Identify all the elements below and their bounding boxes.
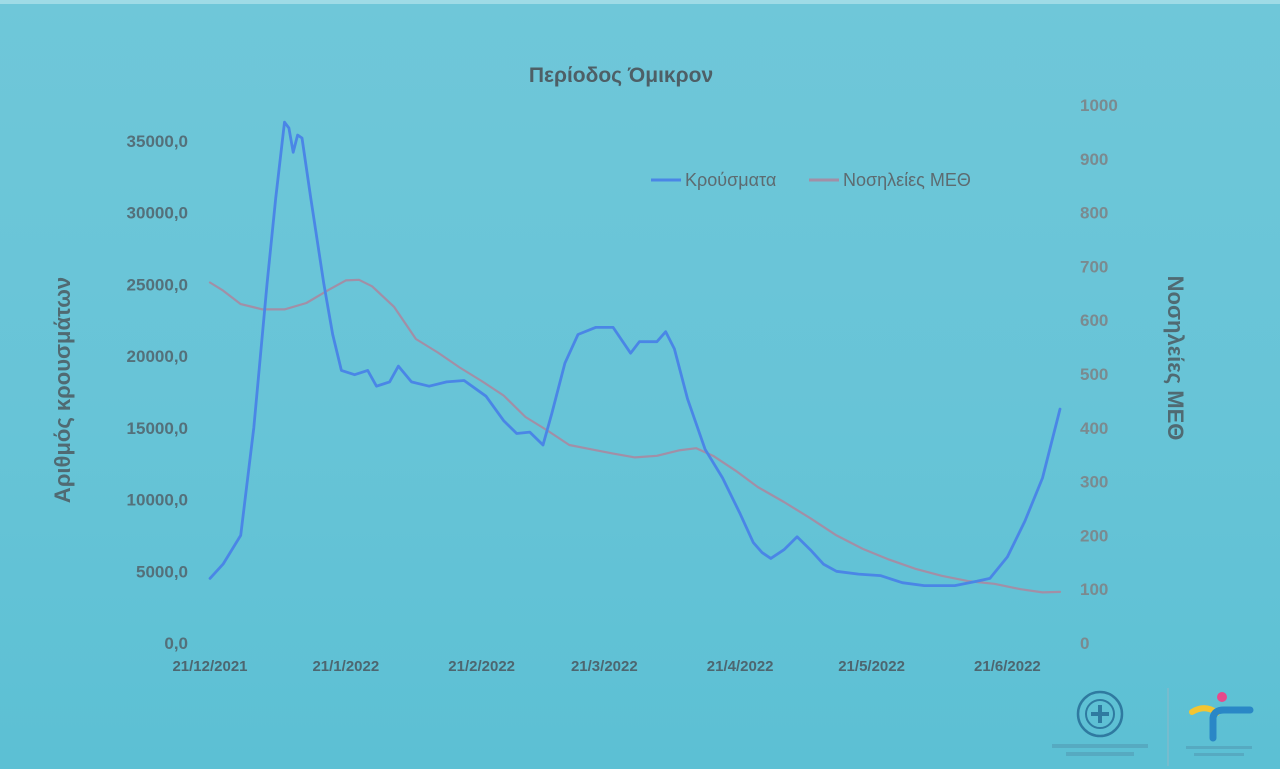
- top-border-strip: [0, 0, 1280, 4]
- left-tick-label: 10000,0: [127, 491, 188, 510]
- legend-label-cases: Κρούσματα: [685, 170, 776, 190]
- x-tick-label: 21/5/2022: [838, 658, 905, 675]
- right-tick-label: 300: [1080, 473, 1108, 492]
- right-tick-label: 200: [1080, 526, 1108, 545]
- left-tick-label: 15000,0: [127, 419, 188, 438]
- legend-label-icu: Νοσηλείες ΜΕΘ: [843, 170, 971, 190]
- eody-logo: [1186, 692, 1254, 756]
- right-tick-label: 600: [1080, 311, 1108, 330]
- legend: Κρούσματα Νοσηλείες ΜΕΘ: [651, 170, 971, 190]
- right-tick-label: 400: [1080, 419, 1108, 438]
- series-line-icu: [208, 278, 1062, 594]
- right-tick-label: 700: [1080, 257, 1108, 276]
- x-tick-label: 21/12/2021: [172, 658, 247, 675]
- right-tick-label: 0: [1080, 634, 1089, 653]
- left-tick-label: 30000,0: [127, 204, 188, 223]
- right-axis-title: Νοσηλείες ΜΕΘ: [1163, 276, 1188, 441]
- x-axis-ticks: 21/12/2021 21/1/2022 21/2/2022 21/3/2022 21/…: [172, 658, 1040, 675]
- x-tick-label: 21/1/2022: [312, 658, 379, 675]
- right-tick-label: 1000: [1080, 96, 1118, 115]
- right-tick-label: 500: [1080, 365, 1108, 384]
- left-tick-label: 5000,0: [136, 562, 188, 581]
- x-tick-label: 21/4/2022: [707, 658, 774, 675]
- left-axis-ticks: 0,0 5000,0 10000,0 15000,0 20000,0 25000,0 300…: [127, 132, 188, 653]
- left-tick-label: 35000,0: [127, 132, 188, 151]
- left-axis-title: Αριθμός κρουσμάτων: [50, 277, 75, 503]
- series-layer: [208, 120, 1062, 594]
- x-tick-label: 21/2/2022: [448, 658, 515, 675]
- right-tick-label: 100: [1080, 580, 1108, 599]
- right-tick-label: 900: [1080, 150, 1108, 169]
- chart-title: Περίοδος Όμικρον: [529, 64, 713, 87]
- left-tick-label: 0,0: [164, 634, 188, 653]
- x-tick-label: 21/3/2022: [571, 658, 638, 675]
- right-tick-label: 800: [1080, 204, 1108, 223]
- left-tick-label: 20000,0: [127, 347, 188, 366]
- right-axis-ticks: 0 100 200 300 400 500 600 700 800 900 1000: [1080, 96, 1118, 653]
- x-tick-label: 21/6/2022: [974, 658, 1041, 675]
- ministry-seal-logo: [1052, 690, 1148, 756]
- series-line-cases: [208, 120, 1062, 587]
- left-tick-label: 25000,0: [127, 275, 188, 294]
